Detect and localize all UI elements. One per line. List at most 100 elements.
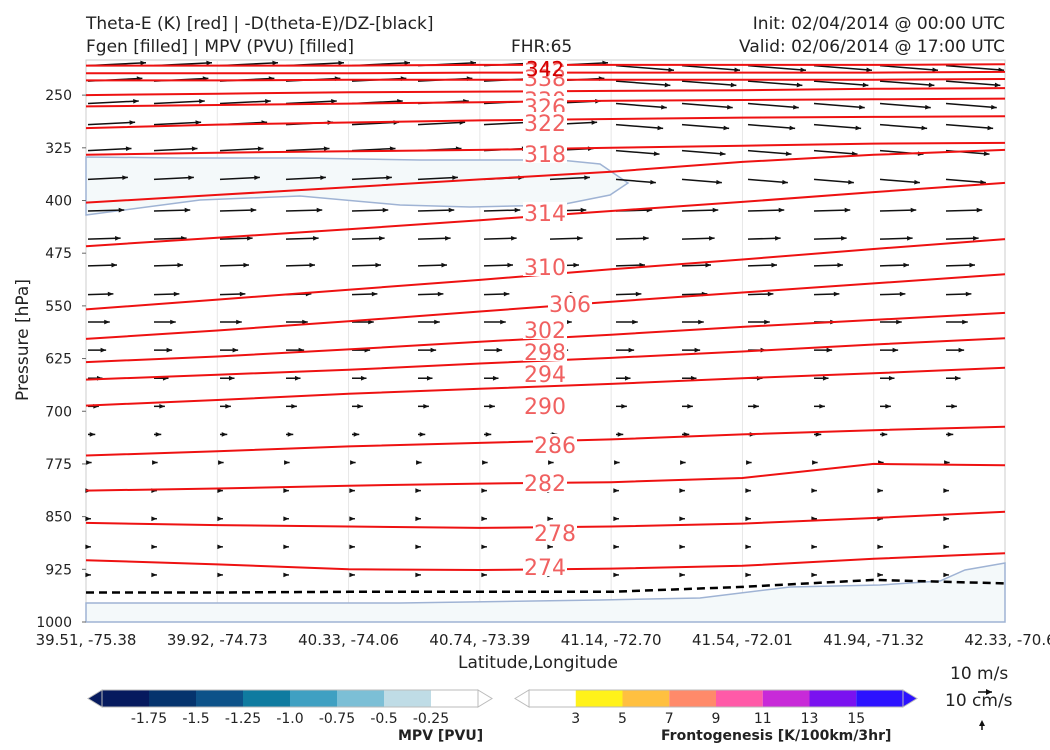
wind-vector-head [694,347,701,353]
wind-vector [945,64,1005,72]
wind-vector-head [881,432,888,437]
wind-vector-head [928,82,935,88]
wind-vector-head [811,488,817,493]
wind-vector-head [430,347,437,353]
wind-vector [879,80,935,87]
wind-vector [681,80,737,87]
fgen-colorbar-label: Frontogenesis [K/100km/3hr] [661,728,892,744]
y-tick-label: 925 [45,562,72,578]
wind-vector-head [349,544,355,550]
wind-vector [351,176,392,181]
y-axis-label: Pressure [hPa] [12,279,33,401]
wind-vector-head [775,235,781,241]
wind-vector-head [86,460,92,465]
wind-vector-head [437,291,444,297]
wind-vector-head [331,98,337,104]
wind-vector-head [903,262,909,268]
wind-vector-head [445,235,451,241]
wind-vector-head [899,291,906,297]
wind-vector-head [265,98,271,104]
wind-vector [153,147,198,152]
wind-vector-head [613,516,619,522]
wind-vector-head [338,60,344,66]
x-tick-label: 42.33, -70.6 [964,631,1050,649]
wind-vector-head [577,235,583,241]
wind-vector-head [152,460,158,465]
wind-vector-head [177,262,183,268]
wind-vector-head [353,432,360,437]
wind-vector-head [833,291,840,297]
wind-vector [879,64,939,72]
wind-vector-head [885,403,891,409]
wind-vector-head [481,572,487,578]
wind-vector-head [767,291,774,297]
wind-vector-head [357,403,363,409]
wind-vector-head [316,207,323,213]
mpv-colorbar-tick: -1.75 [131,711,167,727]
reference-vector-vertical-head [979,720,985,726]
wind-vector-head [291,403,297,409]
wind-vector-head [943,488,949,493]
wind-vector-head [283,516,289,522]
wind-vector-head [272,60,278,66]
wind-vector-head [679,572,685,578]
x-axis-label: Latitude,Longitude [458,653,618,673]
y-tick-label: 475 [45,246,72,262]
contour-label: 282 [524,472,566,497]
wind-vector [87,121,136,126]
wind-vector-head [302,319,308,325]
wind-vector-head [687,403,693,409]
mpv-colorbar-tick: -1.0 [276,711,303,727]
wind-vector [483,209,521,212]
wind-vector-head [375,262,381,268]
wind-vector-head [89,432,96,437]
mpv-colorbar-segment [431,690,478,707]
mpv-colorbar-segment [290,690,337,707]
wind-vector-head [987,125,994,131]
wind-vector [813,123,862,130]
wind-vector-head [349,516,355,522]
y-tick-label: 550 [45,299,72,315]
x-tick-label: 41.94, -71.32 [823,631,924,649]
wind-vector-head [841,235,847,241]
fgen-colorbar-segment [622,690,670,707]
wind-vector [879,178,920,184]
mpv-colorbar-segment [196,690,243,707]
wind-vector-head [283,488,289,493]
wind-vector-head [419,432,426,437]
wind-vector [219,100,271,105]
wind-vector-head [793,104,799,110]
wind-vector [417,176,458,181]
fgen-colorbar-tick: 11 [754,711,772,727]
wind-vector-head [844,207,851,213]
wind-vector-head [877,572,883,578]
wind-vector [615,149,660,155]
wind-vector-head [547,544,553,550]
contour-label: 306 [549,293,591,318]
fgen-colorbar-tick: 3 [571,711,580,727]
contour-label: 318 [524,143,566,168]
contour-label-bg [533,522,577,542]
wind-vector [681,102,733,109]
wind-vector-head [643,235,649,241]
wind-vector-head [892,347,899,353]
mpv-colorbar-segment [149,690,196,707]
wind-vector-head [239,291,246,297]
contour-label-bg [523,143,567,163]
wind-vector-head [782,179,788,185]
fgen-colorbar-tick: 15 [847,711,865,727]
wind-vector [615,102,667,109]
wind-vector-head [140,60,146,66]
wind-vector-head [771,262,777,268]
contour-label: 302 [524,319,566,344]
contour-label-bg [523,472,567,492]
contour-label-bg [548,293,592,313]
contour-label: 338 [524,67,566,92]
wind-vector [549,176,590,181]
mpv-colorbar-tick: -0.25 [413,711,449,727]
wind-vector-head [745,544,751,550]
wind-vector [219,147,264,152]
wind-vector-head [188,175,194,181]
wind-vector-head [485,432,492,437]
contour-label-bg [523,96,567,116]
